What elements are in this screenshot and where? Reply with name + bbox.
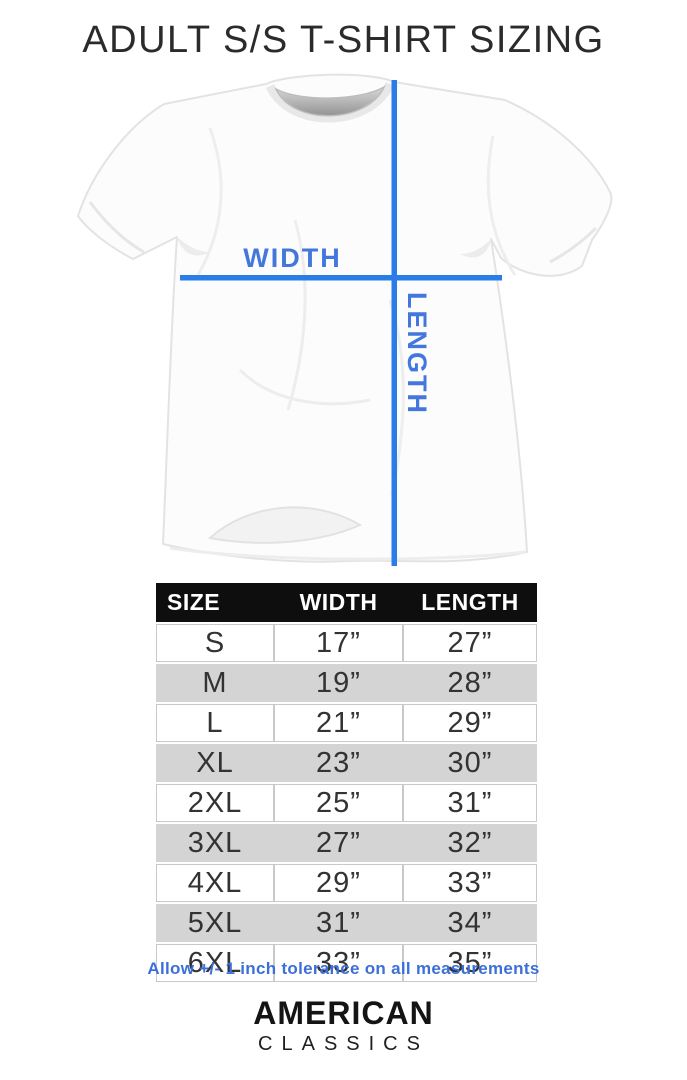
table-row: 2XL 25” 31” <box>156 784 537 822</box>
table-row: XL 23” 30” <box>156 744 537 782</box>
cell-length: 35” <box>403 944 537 982</box>
header-width: WIDTH <box>274 583 403 622</box>
cell-width: 21” <box>274 704 403 742</box>
cell-length: 33” <box>403 864 537 902</box>
length-measure-line <box>391 80 397 566</box>
cell-length: 27” <box>403 624 537 662</box>
cell-length: 30” <box>403 744 537 782</box>
page-title: ADULT S/S T-SHIRT SIZING <box>82 19 605 61</box>
table-row: 5XL 31” 34” <box>156 904 537 942</box>
cell-size: 5XL <box>156 904 274 942</box>
brand-logo: AMERICAN CLASSICS <box>0 995 687 1056</box>
table-row: 4XL 29” 33” <box>156 864 537 902</box>
cell-width: 29” <box>274 864 403 902</box>
cell-length: 32” <box>403 824 537 862</box>
width-measure-line <box>180 275 502 281</box>
cell-width: 23” <box>274 744 403 782</box>
brand-name-bottom: CLASSICS <box>258 1032 429 1055</box>
cell-size: S <box>156 624 274 662</box>
cell-size: L <box>156 704 274 742</box>
cell-width: 31” <box>274 904 403 942</box>
cell-width: 19” <box>274 664 403 702</box>
brand-name-top: AMERICAN <box>253 995 434 1031</box>
header-size: SIZE <box>156 583 274 622</box>
cell-size: 2XL <box>156 784 274 822</box>
tshirt-image <box>77 73 613 566</box>
table-row: 3XL 27” 32” <box>156 824 537 862</box>
cell-size: 4XL <box>156 864 274 902</box>
cell-width: 25” <box>274 784 403 822</box>
table-row: 6XL 33” 35” <box>156 944 537 982</box>
size-table: SIZE WIDTH LENGTH S 17” 27” M 19” 28” L … <box>156 581 537 984</box>
table-row: S 17” 27” <box>156 624 537 662</box>
cell-size: M <box>156 664 274 702</box>
width-measure-label: WIDTH <box>243 243 342 273</box>
tshirt-diagram <box>60 70 640 590</box>
table-row: L 21” 29” <box>156 704 537 742</box>
cell-size: XL <box>156 744 274 782</box>
cell-length: 29” <box>403 704 537 742</box>
cell-length: 31” <box>403 784 537 822</box>
table-row: M 19” 28” <box>156 664 537 702</box>
cell-length: 34” <box>403 904 537 942</box>
cell-width: 17” <box>274 624 403 662</box>
header-length: LENGTH <box>403 583 537 622</box>
size-table-header-row: SIZE WIDTH LENGTH <box>156 583 537 622</box>
cell-width: 27” <box>274 824 403 862</box>
cell-size: 6XL <box>156 944 274 982</box>
length-measure-label: LENGTH <box>402 292 432 415</box>
tolerance-note: Allow +/- 1 inch tolerance on all measur… <box>147 959 540 978</box>
cell-length: 28” <box>403 664 537 702</box>
cell-size: 3XL <box>156 824 274 862</box>
cell-width: 33” <box>274 944 403 982</box>
